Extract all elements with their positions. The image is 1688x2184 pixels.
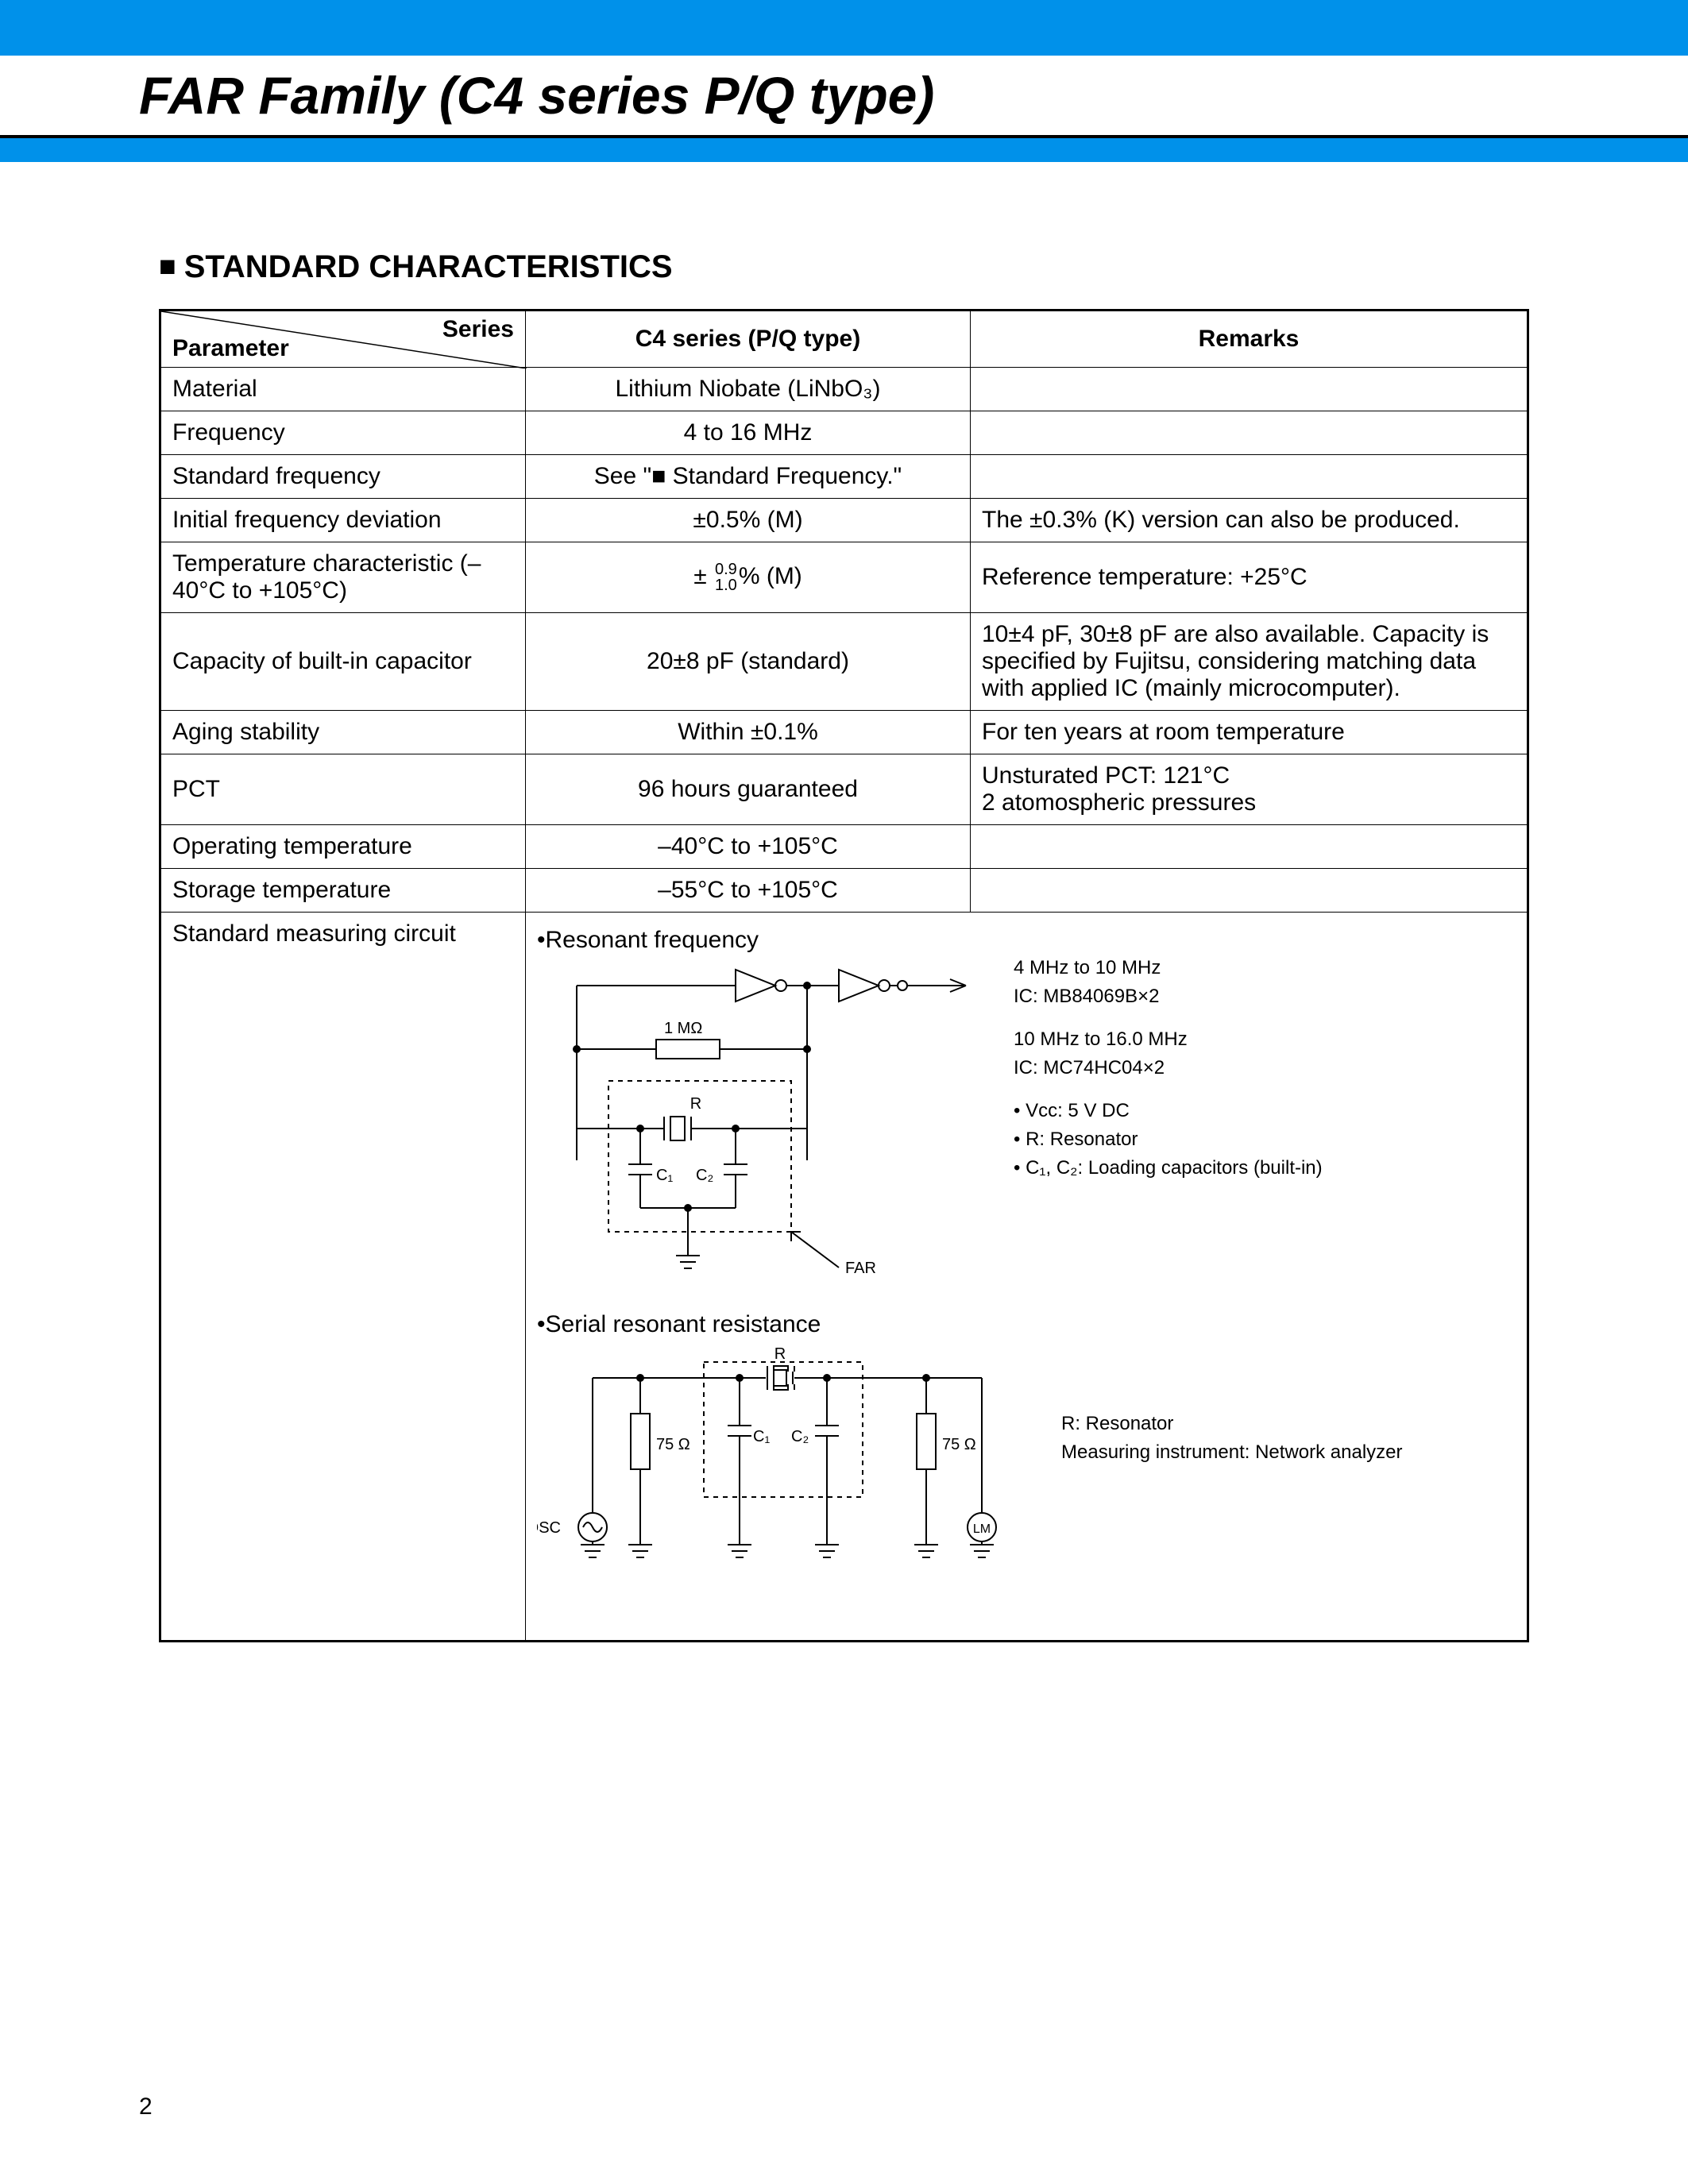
header-value-col: C4 series (P/Q type) (526, 311, 971, 368)
resonant-circuit-diagram: 1 MΩ (537, 954, 982, 1287)
value-cell: ±0.5% (M) (526, 499, 971, 542)
svg-text:OSC: OSC (537, 1519, 561, 1537)
value-cell: Within ±0.1% (526, 711, 971, 754)
svg-text:C₁: C₁ (656, 1167, 673, 1184)
remarks-cell: 10±4 pF, 30±8 pF are also available. Cap… (971, 613, 1528, 711)
table-row-circuit: Standard measuring circuit •Resonant fre… (160, 913, 1528, 1642)
value-cell: Lithium Niobate (LiNbO₃) (526, 368, 971, 411)
note-line: 4 MHz to 10 MHz (1014, 954, 1323, 982)
table-row: Frequency 4 to 16 MHz (160, 411, 1528, 455)
svg-text:R: R (774, 1345, 786, 1363)
value-cell: See "■ Standard Frequency." (526, 455, 971, 499)
circuit2-title: •Serial resonant resistance (537, 1311, 1516, 1338)
remarks-cell (971, 368, 1528, 411)
table-row: PCT 96 hours guaranteed Unsturated PCT: … (160, 754, 1528, 825)
param-cell: Storage temperature (160, 869, 526, 913)
top-accent-bar (0, 0, 1688, 56)
remarks-cell (971, 869, 1528, 913)
param-cell: Temperature characteristic (–40°C to +10… (160, 542, 526, 613)
svg-text:C₂: C₂ (696, 1167, 713, 1184)
section-heading: ■STANDARD CHARACTERISTICS (159, 249, 1529, 285)
table-row: Initial frequency deviation ±0.5% (M) Th… (160, 499, 1528, 542)
svg-text:R: R (690, 1095, 701, 1113)
circuit1-title: •Resonant frequency (537, 927, 1516, 954)
square-bullet-icon: ■ (159, 249, 176, 282)
param-cell: Initial frequency deviation (160, 499, 526, 542)
characteristics-table: Parameter Series C4 series (P/Q type) Re… (159, 309, 1529, 1642)
value-cell: –40°C to +105°C (526, 825, 971, 869)
serial-circuit-diagram: 75 Ω 75 Ω (537, 1338, 1029, 1592)
remarks-cell: Unsturated PCT: 121°C 2 atomospheric pre… (971, 754, 1528, 825)
param-cell: Standard measuring circuit (160, 913, 526, 1642)
mid-accent-bar (0, 138, 1688, 162)
note-line: Measuring instrument: Network analyzer (1061, 1438, 1403, 1467)
value-cell: –55°C to +105°C (526, 869, 971, 913)
remarks-cell: Reference temperature: +25°C (971, 542, 1528, 613)
param-cell: Frequency (160, 411, 526, 455)
circuit-cell: •Resonant frequency (526, 913, 1528, 1642)
svg-text:1 MΩ: 1 MΩ (664, 1020, 702, 1037)
note-line: IC: MB84069B×2 (1014, 982, 1323, 1011)
table-row: Operating temperature –40°C to +105°C (160, 825, 1528, 869)
table-row: Temperature characteristic (–40°C to +10… (160, 542, 1528, 613)
note-line: • C₁, C₂: Loading capacitors (built-in) (1014, 1154, 1323, 1183)
param-cell: Operating temperature (160, 825, 526, 869)
table-row: Aging stability Within ±0.1% For ten yea… (160, 711, 1528, 754)
note-line: • Vcc: 5 V DC (1014, 1097, 1323, 1125)
param-cell: Material (160, 368, 526, 411)
value-cell: 4 to 16 MHz (526, 411, 971, 455)
svg-text:75 Ω: 75 Ω (656, 1436, 690, 1453)
header-parameter-label: Parameter (172, 335, 289, 362)
remarks-cell: For ten years at room temperature (971, 711, 1528, 754)
remarks-cell (971, 411, 1528, 455)
header-series-label: Series (442, 316, 514, 343)
table-row: Capacity of built-in capacitor 20±8 pF (… (160, 613, 1528, 711)
note-line: • R: Resonator (1014, 1125, 1323, 1154)
value-cell: 96 hours guaranteed (526, 754, 971, 825)
svg-text:FAR: FAR (845, 1260, 876, 1277)
section-heading-text: STANDARD CHARACTERISTICS (184, 249, 673, 284)
table-row: Standard frequency See "■ Standard Frequ… (160, 455, 1528, 499)
svg-text:75 Ω: 75 Ω (942, 1436, 976, 1453)
page-number: 2 (139, 2093, 153, 2120)
header-remarks-col: Remarks (971, 311, 1528, 368)
remarks-cell: The ±0.3% (K) version can also be produc… (971, 499, 1528, 542)
note-line: IC: MC74HC04×2 (1014, 1054, 1323, 1082)
value-cell: ± 0.91.0% (M) (526, 542, 971, 613)
value-cell: 20±8 pF (standard) (526, 613, 971, 711)
param-cell: Capacity of built-in capacitor (160, 613, 526, 711)
title-band: FAR Family (C4 series P/Q type) (0, 56, 1688, 138)
param-cell: PCT (160, 754, 526, 825)
remarks-cell (971, 825, 1528, 869)
circuit2-notes: R: Resonator Measuring instrument: Netwo… (1061, 1410, 1403, 1467)
note-line: 10 MHz to 16.0 MHz (1014, 1025, 1323, 1054)
param-cell: Aging stability (160, 711, 526, 754)
table-row: Material Lithium Niobate (LiNbO₃) (160, 368, 1528, 411)
page-title: FAR Family (C4 series P/Q type) (139, 65, 1688, 125)
note-line: R: Resonator (1061, 1410, 1403, 1438)
circuit1-notes: 4 MHz to 10 MHz IC: MB84069B×2 10 MHz to… (1014, 954, 1323, 1197)
svg-text:LM: LM (973, 1522, 991, 1536)
table-row: Storage temperature –55°C to +105°C (160, 869, 1528, 913)
header-cell-parameter: Parameter Series (160, 311, 526, 368)
param-cell: Standard frequency (160, 455, 526, 499)
svg-text:C₂: C₂ (791, 1428, 809, 1445)
svg-text:C₁: C₁ (753, 1428, 770, 1445)
remarks-cell (971, 455, 1528, 499)
